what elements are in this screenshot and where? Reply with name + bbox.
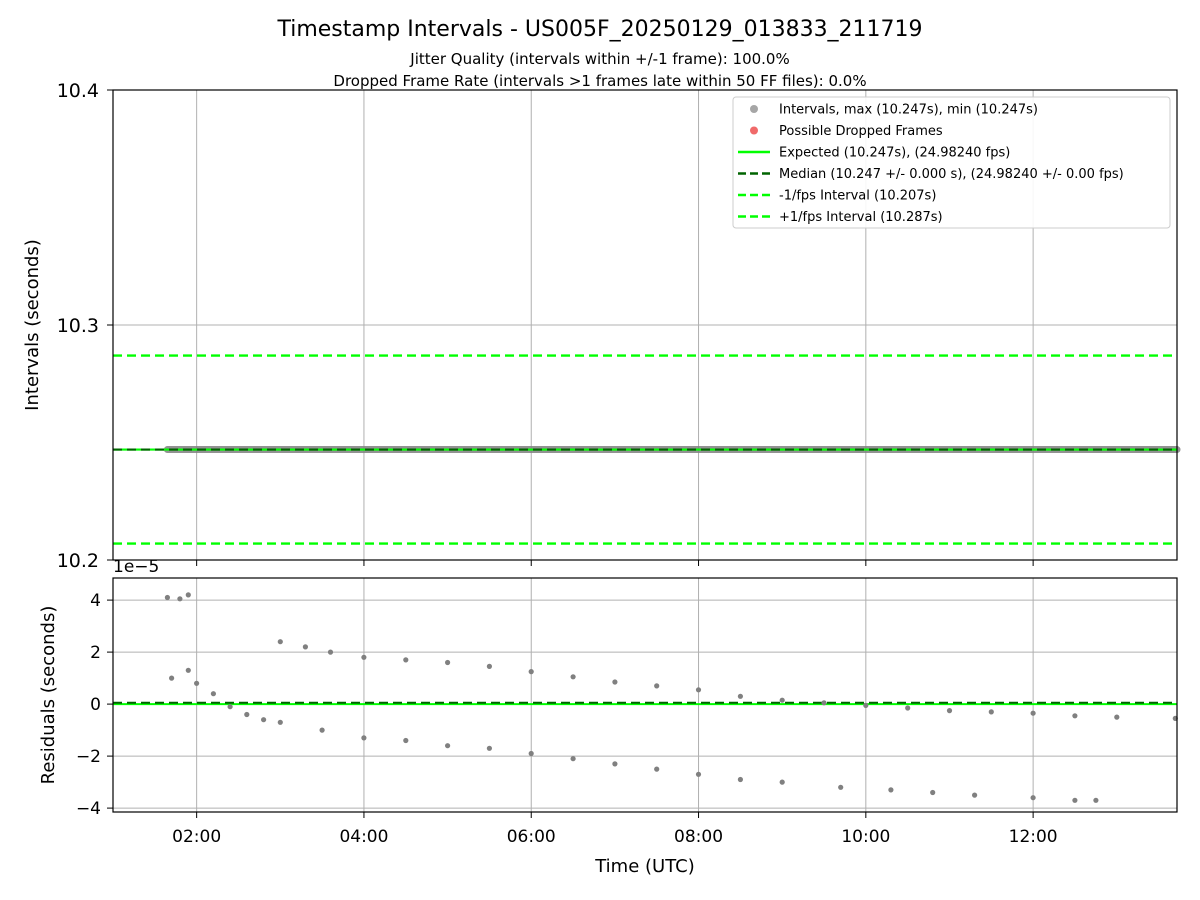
bottom-grid — [113, 578, 1177, 812]
residual-point — [737, 693, 744, 699]
bottom-y-tick-label: −4 — [76, 799, 101, 819]
residual-point — [654, 766, 660, 772]
bottom-y-tick-label: 2 — [90, 643, 101, 663]
residual-point — [988, 709, 994, 715]
chart-subtitle-jitter: Jitter Quality (intervals within +/-1 fr… — [409, 50, 789, 68]
chart-title: Timestamp Intervals - US005F_20250129_01… — [276, 17, 922, 42]
residual-point — [194, 680, 200, 686]
residual-point — [695, 771, 702, 777]
legend-label: Intervals, max (10.247s), min (10.247s) — [779, 103, 1038, 118]
x-tick-label: 04:00 — [339, 827, 388, 847]
residual-point — [277, 639, 283, 645]
residual-point — [319, 727, 325, 733]
residual-point — [654, 683, 660, 689]
residual-point — [612, 679, 618, 685]
residual-point — [227, 704, 233, 710]
residual-point — [888, 787, 894, 793]
legend-label: Median (10.247 +/- 0.000 s), (24.98240 +… — [779, 167, 1124, 182]
residual-point — [277, 719, 283, 725]
residual-point — [164, 594, 170, 601]
x-tick-label: 02:00 — [172, 827, 221, 847]
residual-point — [695, 687, 702, 693]
bottom-x-ticks: 02:00 04:00 06:00 08:00 10:00 12:00 — [172, 812, 1058, 847]
residual-point — [169, 675, 175, 681]
top-y-axis-label: Intervals (seconds) — [22, 239, 43, 411]
x-tick-label: 06:00 — [507, 827, 556, 847]
bottom-series — [113, 592, 1178, 803]
top-y-tick-label: 10.4 — [57, 80, 99, 102]
x-axis-label: Time (UTC) — [594, 856, 695, 877]
legend-label: +1/fps Interval (10.287s) — [779, 210, 943, 225]
residual-point — [177, 596, 183, 602]
residual-point — [403, 737, 409, 744]
legend-marker — [750, 105, 758, 113]
top-series — [113, 354, 1181, 545]
legend-label: -1/fps Interval (10.207s) — [779, 189, 936, 204]
top-y-tick-label: 10.2 — [57, 550, 99, 572]
bottom-y-axis-label: Residuals (seconds) — [38, 606, 59, 785]
legend: Intervals, max (10.247s), min (10.247s) P… — [732, 96, 1171, 229]
residual-point — [445, 743, 451, 749]
x-tick-label: 08:00 — [674, 827, 723, 847]
residual-point — [570, 756, 576, 762]
residual-point — [930, 789, 936, 796]
residual-point — [302, 644, 308, 650]
residual-point — [905, 705, 911, 711]
residual-point — [612, 761, 618, 767]
legend-box — [732, 96, 1171, 229]
legend-marker — [750, 126, 758, 135]
residual-point — [1030, 710, 1036, 716]
bottom-y-tick-label: 0 — [90, 695, 101, 715]
residual-point — [445, 659, 451, 666]
residual-point — [361, 735, 367, 741]
bottom-y-ticks: −4 −2 0 2 4 — [76, 591, 113, 819]
chart-subtitle-dropped: Dropped Frame Rate (intervals >1 frames … — [333, 72, 866, 90]
legend-label: Expected (10.247s), (24.98240 fps) — [779, 146, 1010, 161]
residual-point — [570, 674, 576, 680]
residual-point — [528, 669, 534, 675]
residual-point — [1072, 713, 1078, 719]
top-x-ticks — [196, 560, 1034, 566]
bottom-offset-text: 1e−5 — [113, 557, 159, 577]
residual-point — [972, 792, 978, 798]
residual-point — [403, 657, 409, 663]
residual-point — [327, 649, 334, 655]
top-y-tick-label: 10.3 — [57, 315, 99, 337]
bottom-y-tick-label: 4 — [90, 591, 101, 611]
x-tick-label: 10:00 — [841, 827, 890, 847]
residual-point — [1093, 797, 1099, 803]
bottom-axes-frame — [112, 577, 1178, 813]
residual-point — [946, 708, 953, 714]
residual-point — [185, 592, 191, 598]
residual-point — [863, 702, 869, 709]
x-tick-label: 12:00 — [1009, 827, 1058, 847]
residual-point — [737, 776, 744, 783]
residual-point — [528, 750, 534, 757]
top-panel: 10.2 10.3 10.4 Intervals (seconds) Interva… — [22, 80, 1181, 572]
legend-label: Possible Dropped Frames — [779, 124, 943, 139]
residual-point — [261, 717, 267, 723]
bottom-panel: −4 −2 0 2 4 02:00 04:00 06:00 08:00 10:00 12:00 1… — [38, 557, 1178, 877]
residual-point — [1030, 795, 1036, 801]
top-y-ticks: 10.2 10.3 10.4 — [57, 80, 113, 572]
residual-point — [779, 779, 785, 785]
residual-point — [821, 700, 827, 706]
residual-point — [361, 654, 367, 660]
residual-point — [779, 697, 785, 703]
residual-point — [244, 711, 250, 718]
residual-point — [210, 691, 216, 697]
residual-point — [185, 667, 191, 673]
residual-point — [1072, 797, 1078, 803]
bottom-y-tick-label: −2 — [76, 747, 101, 767]
residual-point — [1114, 714, 1120, 720]
residual-point — [486, 745, 492, 751]
residual-point — [486, 663, 492, 670]
residual-point — [838, 784, 844, 790]
